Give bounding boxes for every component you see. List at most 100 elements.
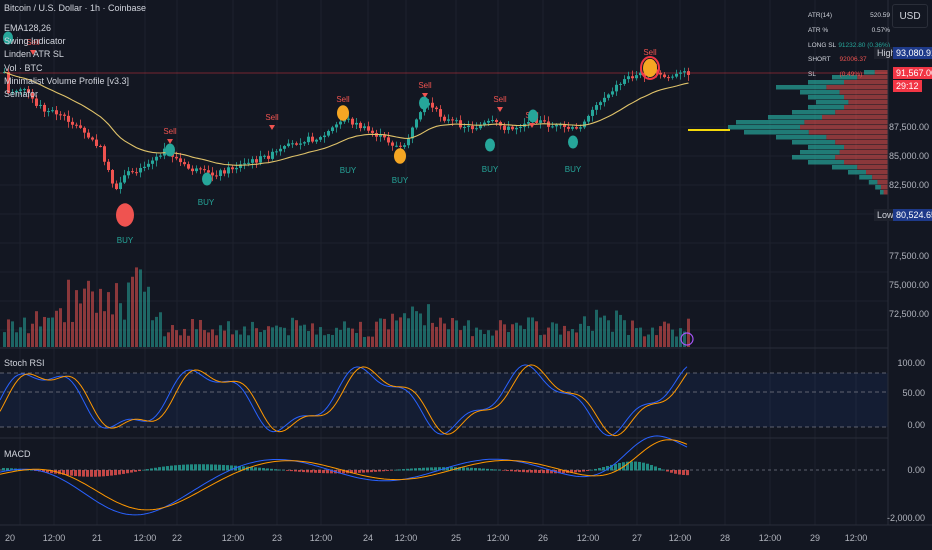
indicator-ema[interactable]: EMA128,26 [4,23,52,33]
volume-bar-95 [383,318,386,347]
vp-down-13 [826,135,888,140]
candle-62 [251,159,254,163]
symbol-title[interactable]: Bitcoin / U.S. Dollar · 1h · Coinbase [4,3,147,13]
macd-hist-63 [254,467,257,471]
candle-10 [43,104,46,112]
candle-69 [279,148,282,152]
volume-bar-161 [647,334,650,347]
candle-92 [371,130,374,133]
macd-hist-90 [362,470,365,473]
volume-bar-48 [195,329,198,347]
macd-hist-171 [686,470,689,476]
candle-24 [99,145,102,147]
volume-bar-109 [439,317,442,347]
macd-hist-111 [446,467,449,471]
macd-label[interactable]: MACD [4,449,31,459]
volume-bar-146 [587,326,590,347]
candle-108 [435,107,438,110]
macd-tick-0: 0.00 [907,465,925,475]
macd-hist-143 [574,470,577,473]
volume-bar-29 [119,303,122,347]
indicator-linden-atr[interactable]: Linden ATR SL [4,49,64,60]
volume-bar-136 [547,327,550,347]
candle-82 [331,127,334,132]
volume-bar-108 [435,326,438,347]
macd-hist-34 [138,470,141,472]
volume-bar-47 [191,318,194,347]
semafor-dot-5 [419,96,429,110]
volume-bar-56 [227,321,230,347]
volume-bar-72 [291,317,294,347]
indicator-volume[interactable]: Vol · BTC [4,62,43,73]
macd-hist-82 [330,470,333,474]
candle-56 [227,167,230,174]
macd-hist-36 [146,469,149,471]
volume-bar-99 [399,317,402,347]
candle-83 [335,124,338,128]
macd-hist-128 [514,470,517,472]
vp-down-9 [822,115,888,120]
indicator-semafor[interactable]: Semafor [4,89,39,100]
macd-hist-32 [130,470,133,473]
macd-hist-60 [242,466,245,471]
time-tick-15: 12:00 [669,533,692,543]
volume-bar-74 [299,325,302,347]
vp-up-22 [868,180,878,185]
vp-down-14 [835,140,888,145]
signal-markers: SellSellSellSellSellSellSellSellBUYBUYBU… [3,31,694,346]
vp-up-6 [816,100,849,105]
currency-button[interactable]: USD [892,4,928,28]
candle-20 [83,127,86,133]
candle-112 [451,119,454,121]
candle-104 [419,112,422,120]
volume-bar-69 [279,327,282,347]
volume-bar-110 [443,323,446,347]
time-tick-2: 21 [92,533,102,543]
macd-hist-91 [366,470,369,473]
volume-bar-46 [187,335,190,347]
macd-hist-42 [170,465,173,471]
candle-80 [323,135,326,138]
volume-bar-131 [527,317,530,347]
macd-hist-112 [450,467,453,471]
volume-bar-167 [671,329,674,347]
volume-bar-70 [283,327,286,347]
indicator-swing[interactable]: Swing Indicator [4,36,66,47]
time-tick-16: 28 [720,533,730,543]
semafor-dot-4 [394,148,406,164]
candle-43 [175,156,178,159]
candle-90 [363,126,366,129]
macd-hist-17 [70,470,73,476]
macd-hist-117 [470,467,473,471]
macd-hist-49 [198,464,201,471]
volume-bar-30 [123,319,126,347]
candle-8 [35,98,38,106]
macd-hist-140 [562,470,565,474]
candle-146 [587,115,590,122]
candle-121 [487,120,490,123]
candle-15 [63,114,66,116]
macd-hist-142 [570,470,573,473]
macd-hist-106 [426,467,429,471]
candle-115 [463,126,466,128]
time-tick-14: 27 [632,533,642,543]
price-tick-2: 82,500.00 [889,180,929,190]
candle-169 [679,72,682,74]
stoch-rsi-label[interactable]: Stoch RSI [4,358,45,368]
stats-row-short-sl: SHORT SL 92006.37 (0.49%) [808,56,867,79]
time-tick-10: 25 [451,533,461,543]
macd-hist-165 [662,469,665,471]
candle-21 [87,132,90,138]
volume-bar-129 [519,325,522,347]
macd-hist-80 [322,470,325,474]
semafor-dot-0 [116,203,134,227]
candle-171 [687,71,690,75]
vp-down-1 [857,75,888,80]
volume-bar-166 [667,323,670,347]
indicator-volume-profile[interactable]: Minimalist Volume Profile [v3.3] [4,75,130,86]
macd-hist-159 [638,461,641,471]
volume-bar-55 [223,330,226,347]
volume-bar-112 [451,318,454,347]
candle-53 [215,175,218,177]
